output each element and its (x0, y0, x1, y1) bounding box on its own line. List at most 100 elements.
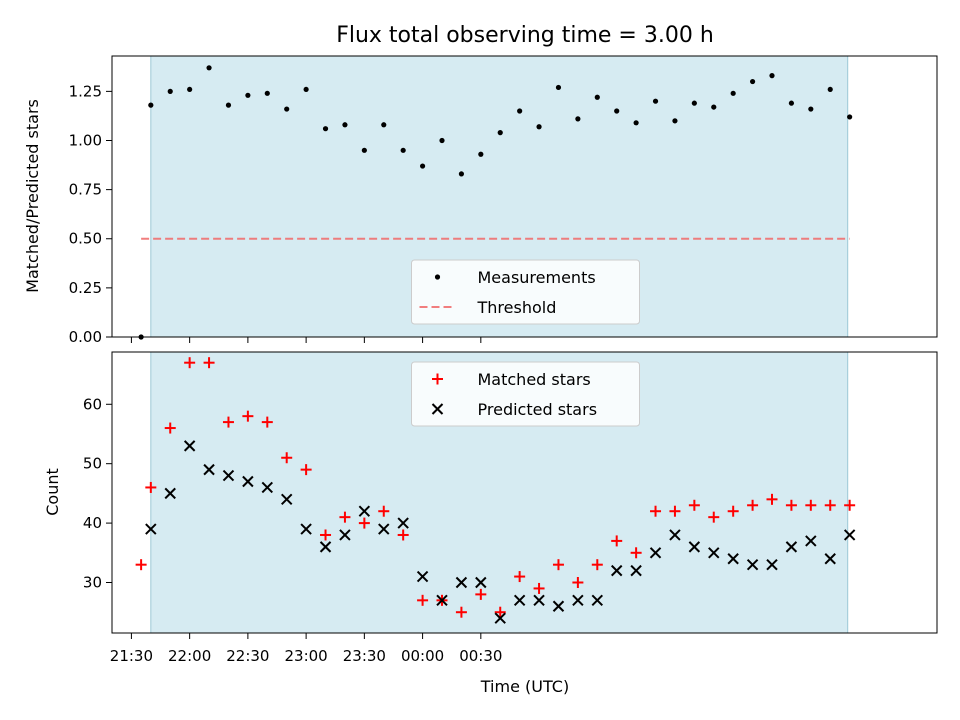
predicted-point (766, 558, 778, 571)
predicted-point (630, 564, 642, 577)
measurement-point (187, 86, 193, 93)
y-tick-label: 0.75 (69, 181, 102, 199)
x-b (824, 553, 836, 565)
x-b (455, 576, 468, 589)
x-tick-label: 21:30 (110, 647, 153, 665)
measurement-point (439, 137, 445, 144)
y-tick-label: 40 (83, 514, 102, 532)
predicted-point (261, 481, 274, 494)
x-tick-label: 23:00 (285, 647, 328, 665)
matched-point (552, 559, 564, 571)
predicted-point (455, 576, 468, 589)
matched-point (358, 517, 370, 529)
measurement-point (769, 73, 775, 79)
x-b (319, 541, 332, 553)
measurement-point (458, 171, 465, 177)
matched-point (805, 499, 817, 511)
measurement-point (419, 163, 426, 169)
matched-point (630, 547, 642, 559)
predicted-point (805, 535, 817, 547)
x-b (164, 487, 176, 500)
x-b (591, 594, 604, 607)
x-b (242, 475, 254, 488)
matched-point (785, 499, 797, 511)
predicted-point (183, 440, 196, 452)
x-tick-label: 22:00 (168, 647, 211, 665)
predicted-point (416, 570, 429, 583)
predicted-point (494, 612, 506, 624)
matched-point (688, 499, 700, 511)
measurement-point (730, 90, 736, 96)
legend-label: Matched stars (478, 370, 591, 389)
x-b (805, 535, 817, 547)
count-panel: 30 40 50 60 21:30 22:00 22:30 23:00 23:30 00:00 00… (83, 351, 938, 665)
predicted-point (513, 594, 526, 607)
x-b (766, 558, 778, 571)
legend-label: Threshold (477, 298, 557, 317)
x-b (416, 570, 429, 583)
x-b (280, 493, 293, 506)
x-tick-label: 23:30 (343, 647, 386, 665)
measurement-point (672, 118, 678, 124)
legend: Measurements Threshold (411, 259, 640, 325)
predicted-point (242, 475, 254, 488)
matched-point (494, 606, 506, 618)
matched-point (417, 594, 429, 606)
measurement-point (594, 94, 600, 100)
measurement-point (361, 147, 367, 153)
predicted-point (378, 523, 390, 535)
legend: Matched stars Predicted stars (411, 361, 640, 427)
y-tick-label: 0.25 (69, 279, 102, 297)
measurement-point (284, 106, 290, 112)
predicted-point (319, 541, 332, 553)
y-tick-label: 1.25 (69, 82, 102, 100)
y-tick-label: 0.50 (69, 230, 102, 248)
ratio-panel: 0.00 0.25 0.50 0.75 1.00 1.25 Measurements Thre… (69, 55, 938, 346)
predicted-point (533, 594, 545, 607)
predicted-point (824, 553, 836, 565)
matched-point (184, 357, 196, 369)
x-b (727, 553, 739, 565)
x-b (688, 541, 701, 553)
legend-label: Measurements (478, 268, 596, 287)
y-tick-label: 1.00 (69, 131, 102, 149)
x-b (552, 600, 565, 612)
x-b (572, 594, 584, 607)
matched-point (222, 416, 234, 428)
x-b (261, 481, 274, 494)
measurement-point (478, 151, 484, 157)
axes-frame (111, 351, 938, 634)
predicted-point (572, 594, 584, 607)
x-b (610, 564, 623, 577)
matched-point (378, 505, 390, 517)
x-b (378, 523, 390, 535)
legend-marker (434, 274, 441, 280)
predicted-point (358, 505, 371, 517)
legend-label: Predicted stars (478, 400, 598, 419)
measurement-point (633, 120, 639, 126)
measurement-point (555, 84, 562, 91)
matched-point (611, 535, 623, 547)
measurement-point (711, 104, 717, 110)
matched-point (145, 481, 157, 493)
measurement-point (381, 122, 387, 128)
x-b (222, 469, 235, 482)
matched-point (455, 606, 467, 618)
x-b (145, 523, 157, 535)
axes-frame (111, 55, 938, 338)
matched-point (475, 588, 487, 600)
predicted-point (552, 600, 565, 612)
legend-box (411, 361, 640, 427)
measurement-point (342, 122, 348, 128)
x-b (397, 517, 409, 529)
predicted-point (727, 553, 739, 565)
matched-point (591, 559, 603, 571)
x-b (358, 505, 371, 517)
bottom-xlabel: Time (UTC) (480, 677, 569, 696)
x-b (708, 547, 720, 559)
matched-point (135, 559, 147, 571)
predicted-point (475, 576, 487, 589)
x-b (630, 564, 642, 577)
x-b (513, 594, 526, 607)
